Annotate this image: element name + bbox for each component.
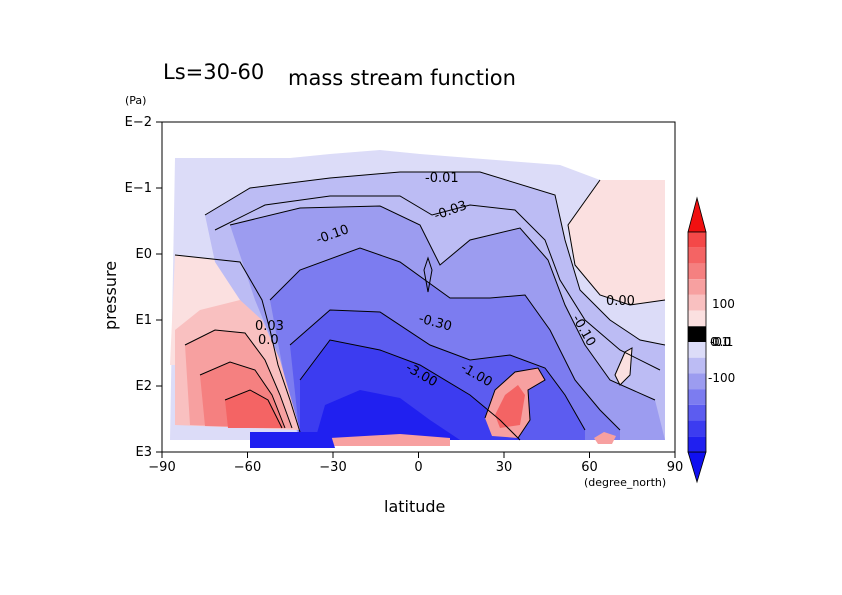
contour-label: -0.01 — [425, 171, 459, 186]
contour-m010 — [229, 205, 656, 401]
fill-weak-positive-right — [568, 180, 665, 305]
contour-label: 0.0 — [258, 333, 279, 348]
contour-fill-field — [170, 150, 665, 448]
y-tick-label: E3 — [136, 445, 153, 460]
colorbar-top-arrow — [687, 196, 707, 233]
colorbar-segment — [688, 294, 706, 311]
x-tick-label: 0 — [414, 460, 422, 475]
contour-lines — [174, 171, 666, 441]
y-axis-unit: (Pa) — [125, 94, 146, 107]
colorbar-segment — [688, 389, 706, 405]
x-tick-label: −60 — [234, 460, 261, 475]
colorbar-segment — [688, 342, 706, 358]
contour-pos-cell-1 — [184, 329, 293, 429]
colorbar-segment — [688, 263, 706, 280]
contour-north-blob — [484, 367, 546, 439]
colorbar-segment — [688, 326, 706, 342]
contour-loop-equator — [423, 256, 433, 293]
contour-label: 0.00 — [606, 294, 635, 309]
colorbar-segment — [688, 279, 706, 295]
colorbar-segment — [688, 373, 706, 390]
contour-m100 — [289, 309, 586, 431]
x-tick-label: −90 — [148, 460, 175, 475]
colorbar-segment — [688, 247, 706, 264]
contour-label: 0.03 — [255, 319, 284, 334]
y-tick-label: E2 — [136, 379, 153, 394]
x-axis-label: latitude — [384, 497, 445, 516]
contour-zero-left — [174, 254, 301, 433]
colorbar-bottom-arrow — [687, 451, 707, 484]
colorbar-tick-label: -100 — [708, 371, 735, 385]
colorbar-tick-label: 0.0 — [712, 335, 731, 349]
colorbar-frame — [687, 231, 707, 453]
contour-pos-cell-3 — [224, 389, 283, 429]
contour-m003 — [214, 195, 661, 371]
fill-east-pos-small — [615, 348, 632, 385]
fill-pos-cell-core — [225, 390, 282, 428]
colorbar-segment — [688, 232, 706, 248]
fill-bottom-pos-strip — [330, 434, 450, 446]
x-axis: −90 −60 −30 0 30 60 90 — [148, 452, 683, 475]
chart-title-prefix: Ls=30-60 — [163, 60, 264, 84]
contour-m030 — [269, 247, 621, 431]
colorbar-segment — [688, 357, 706, 374]
y-tick-label: E0 — [136, 247, 153, 262]
contour-m001 — [204, 171, 666, 346]
colorbar: 100 -0.1 0.1 0.0 -100 — [687, 196, 735, 484]
contour-pos-cell-2 — [199, 361, 286, 429]
fill-north-pos-blob-core — [495, 385, 525, 428]
y-axis: E3 E2 E1 E0 E−1 E−2 — [125, 115, 162, 460]
colorbar-tick-label: 100 — [712, 297, 735, 311]
contour-zero-right — [567, 179, 666, 306]
x-tick-label: −30 — [319, 460, 346, 475]
colorbar-segment — [688, 404, 706, 421]
y-tick-label: E1 — [136, 313, 153, 328]
colorbar-segment — [688, 310, 706, 327]
y-tick-label: E−1 — [125, 181, 152, 196]
colorbar-tick-label: -0.1 — [710, 335, 733, 349]
fill-strongest-negative — [315, 390, 460, 440]
fill-surface-negative — [250, 432, 335, 448]
colorbar-tick-label: 0.1 — [710, 335, 729, 349]
fill-north-pos-small — [594, 432, 616, 444]
chart-title: mass stream function — [288, 66, 516, 90]
contour-m300 — [299, 339, 521, 441]
colorbar-segment — [688, 436, 706, 452]
x-tick-label: 90 — [667, 460, 684, 475]
x-tick-label: 30 — [496, 460, 513, 475]
colorbar-segment — [688, 420, 706, 437]
y-axis-label: pressure — [101, 261, 120, 330]
x-axis-unit: (degree_north) — [584, 476, 666, 489]
contour-loop-east — [614, 347, 633, 386]
y-tick-label: E−2 — [125, 115, 152, 130]
x-tick-label: 60 — [581, 460, 598, 475]
